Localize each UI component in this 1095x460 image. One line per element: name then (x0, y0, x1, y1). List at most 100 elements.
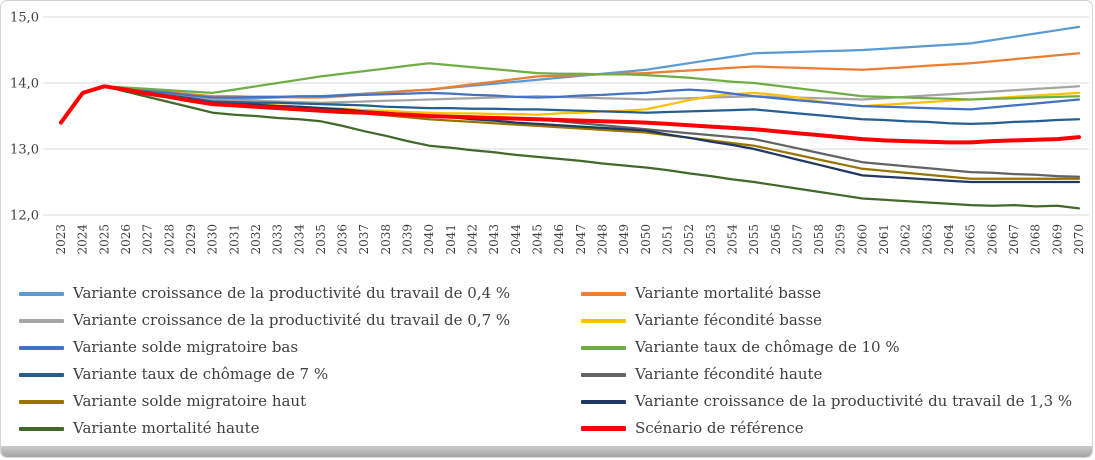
x-axis-tick-label: 2069 (1050, 224, 1064, 255)
x-axis-tick-label: 2066 (985, 224, 999, 255)
legend-item-chomage-10: Variante taux de chômage de 10 % (581, 337, 1092, 358)
x-axis-tick-label: 2055 (747, 224, 761, 255)
x-axis-tick-label: 2031 (227, 224, 241, 255)
x-axis-tick-label: 2062 (899, 224, 913, 255)
legend-marker-line (19, 426, 64, 431)
legend-label: Variante mortalité basse (635, 284, 822, 302)
legend-item-productivite-07: Variante croissance de la productivité d… (19, 310, 581, 331)
series-line-productivite-04 (59, 25, 1081, 124)
legend-label: Variante fécondité basse (635, 311, 823, 329)
x-axis-tick-label: 2024 (76, 224, 90, 255)
x-axis-tick-label: 2070 (1072, 224, 1086, 255)
x-axis-tick-label: 2048 (596, 224, 610, 255)
legend-item-fecondite-haute: Variante fécondité haute (581, 364, 1092, 385)
x-axis-tick-label: 2047 (574, 224, 588, 255)
legend-item-fecondite-basse: Variante fécondité basse (581, 310, 1092, 331)
legend-marker-line (19, 372, 64, 377)
x-axis-tick-label: 2032 (249, 224, 263, 255)
chart-svg: 12,0 13,0 14,0 15,0 2023 2024 2025 2026 2027 2028… (10, 11, 1089, 255)
legend-marker-line (581, 426, 626, 431)
legend-item-scenario-reference: Scénario de référence (581, 418, 1092, 439)
legend-label: Variante taux de chômage de 10 % (635, 338, 900, 356)
x-axis-tick-label: 2039 (401, 224, 415, 255)
x-axis-tick-label: 2044 (509, 224, 523, 255)
x-axis-tick-label: 2043 (487, 224, 501, 255)
x-axis-tick-label: 2045 (531, 224, 545, 255)
x-axis-tick-label: 2040 (422, 224, 436, 255)
chart-legend: Variante croissance de la productivité d… (1, 275, 1092, 439)
line-chart: 12,0 13,0 14,0 15,0 2023 2024 2025 2026 2027 2028… (1, 3, 1092, 275)
legend-marker-line (581, 345, 626, 350)
x-axis-tick-label: 2049 (617, 224, 631, 255)
legend-label: Variante fécondité haute (635, 365, 823, 383)
series-line-mortalite-haute (59, 85, 1081, 210)
x-axis-tick-label: 2060 (855, 224, 869, 255)
x-axis-tick-label: 2029 (184, 224, 198, 255)
x-axis-tick-label: 2065 (964, 224, 978, 255)
legend-marker-line (19, 318, 64, 323)
legend-marker-line (19, 399, 64, 404)
x-axis-tick-label: 2057 (790, 224, 804, 255)
legend-item-productivite-13: Variante croissance de la productivité d… (581, 391, 1092, 412)
x-axis-tick-label: 2063 (920, 224, 934, 255)
y-axis-tick-label: 13,0 (10, 143, 39, 158)
x-axis-tick-label: 2046 (552, 224, 566, 255)
legend-item-productivite-04: Variante croissance de la productivité d… (19, 283, 581, 304)
x-axis-tick-label: 2026 (119, 224, 133, 255)
y-axis-tick-label: 15,0 (10, 11, 39, 26)
x-axis-tick-label: 2054 (725, 224, 739, 255)
legend-label: Variante croissance de la productivité d… (635, 392, 1073, 410)
legend-label: Variante taux de chômage de 7 % (73, 365, 329, 383)
y-axis-tick-label: 14,0 (10, 77, 39, 92)
window-bottom-bar (1, 446, 1092, 457)
y-axis-tick-label: 12,0 (10, 209, 39, 224)
legend-item-mortalite-haute: Variante mortalité haute (19, 418, 581, 439)
x-axis-tick-label: 2038 (379, 224, 393, 255)
legend-marker-line (19, 345, 64, 350)
x-axis-tick-label: 2052 (682, 224, 696, 255)
series-line-scenario-reference (59, 84, 1081, 145)
legend-item-migratoire-haut: Variante solde migratoire haut (19, 391, 581, 412)
x-axis-tick-label: 2061 (877, 224, 891, 255)
x-axis-tick-label: 2051 (661, 224, 675, 255)
x-axis-tick-label: 2030 (206, 224, 220, 255)
x-axis-tick-label: 2059 (834, 224, 848, 255)
x-axis-tick-label: 2034 (292, 224, 306, 255)
x-axis-tick-label: 2050 (639, 224, 653, 255)
x-axis-tick-label: 2067 (1007, 224, 1021, 255)
legend-label: Variante croissance de la productivité d… (73, 284, 511, 302)
x-axis-tick-label: 2042 (466, 224, 480, 255)
legend-item-mortalite-basse: Variante mortalité basse (581, 283, 1092, 304)
x-axis-tick-label: 2033 (271, 224, 285, 255)
x-axis-tick-label: 2036 (336, 224, 350, 255)
x-axis-tick-label: 2053 (704, 224, 718, 255)
legend-label: Variante croissance de la productivité d… (73, 311, 511, 329)
x-axis-tick-label: 2035 (314, 224, 328, 255)
x-axis-tick-label: 2064 (942, 224, 956, 255)
legend-marker-line (581, 399, 626, 404)
legend-marker-line (581, 372, 626, 377)
series-line-mortalite-basse (59, 52, 1081, 124)
series-line-chomage-7 (59, 85, 1081, 126)
x-axis-tick-label: 2056 (769, 224, 783, 255)
legend-marker-line (581, 291, 626, 296)
x-axis-tick-label: 2028 (162, 224, 176, 255)
legend-label: Scénario de référence (635, 419, 804, 437)
x-axis-tick-label: 2041 (444, 224, 458, 255)
x-axis-tick-label: 2037 (357, 224, 371, 255)
legend-label: Variante mortalité haute (73, 419, 260, 437)
series-line-chomage-10 (59, 62, 1081, 124)
x-axis-tick-label: 2023 (54, 224, 68, 255)
x-axis-tick-label: 2068 (1029, 224, 1043, 255)
legend-marker-line (581, 318, 626, 323)
legend-label: Variante solde migratoire haut (73, 392, 307, 410)
x-axis-tick-label: 2025 (97, 224, 111, 255)
series-line-migratoire-bas (59, 85, 1081, 124)
legend-marker-line (19, 291, 64, 296)
legend-item-migratoire-bas: Variante solde migratoire bas (19, 337, 581, 358)
legend-item-chomage-7: Variante taux de chômage de 7 % (19, 364, 581, 385)
x-axis-tick-label: 2058 (812, 224, 826, 255)
legend-label: Variante solde migratoire bas (73, 338, 299, 356)
x-axis-tick-label: 2027 (141, 224, 155, 255)
